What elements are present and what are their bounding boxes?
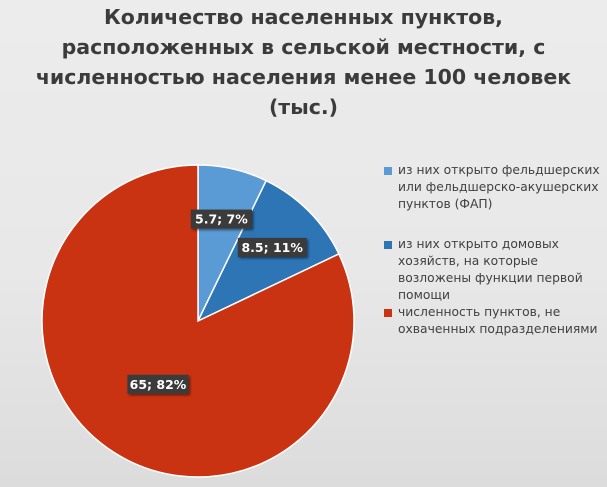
data-label-households: 8.5; 11% bbox=[237, 237, 307, 257]
chart-title-line-3: численностью населения менее 100 человек bbox=[35, 65, 572, 89]
data-label-box bbox=[237, 237, 307, 257]
legend-label: численность пунктов, не охваченных подра… bbox=[398, 305, 598, 336]
chart-title-line-1: Количество населенных пунктов, bbox=[104, 5, 503, 29]
legend-swatch bbox=[384, 309, 392, 317]
data-label-box bbox=[127, 374, 189, 394]
pie-slice-uncovered bbox=[41, 164, 355, 478]
data-label-uncovered: 65; 82% bbox=[127, 374, 189, 394]
chart-title-line-4: (тыс.) bbox=[268, 95, 339, 119]
data-label-text: 8.5; 11% bbox=[241, 240, 303, 255]
chart-title-line-2: расположенных в сельской местности, с bbox=[61, 35, 546, 59]
data-label-text: 5.7; 7% bbox=[195, 212, 248, 227]
data-label-text: 65; 82% bbox=[130, 377, 187, 392]
legend-swatch bbox=[384, 167, 392, 175]
data-label-box bbox=[190, 209, 252, 229]
data-label-fap: 5.7; 7% bbox=[190, 209, 252, 229]
legend-label: из них открыто домовых хозяйств, на кото… bbox=[398, 237, 583, 302]
chart-title: Количество населенных пунктов, расположе… bbox=[0, 2, 607, 122]
legend-label: из них открыто фельдшерских или фельдшер… bbox=[398, 163, 600, 211]
legend-swatch bbox=[384, 241, 392, 249]
